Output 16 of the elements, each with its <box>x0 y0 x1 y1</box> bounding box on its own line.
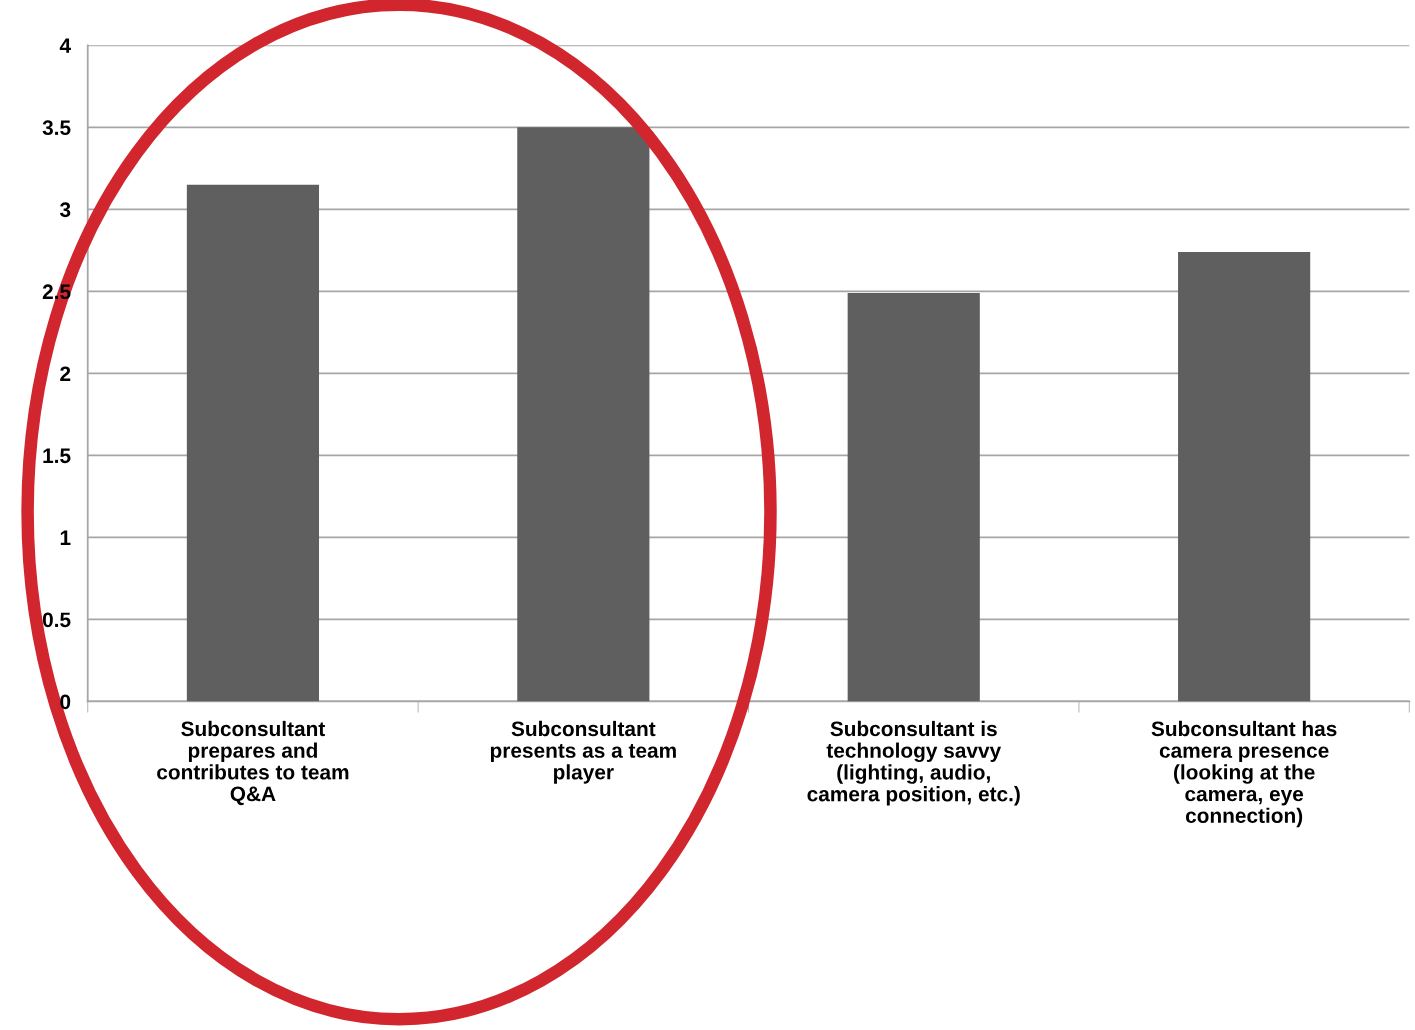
y-tick-label: 3 <box>59 202 71 218</box>
bar <box>1178 251 1311 702</box>
y-tick-label: 1.5 <box>43 448 71 464</box>
y-tick-label: 4 <box>59 38 71 53</box>
y-tick-label: 2 <box>60 366 71 381</box>
x-tick-label: Subconsultant is technology savvy (lighting, audio, camera position, etc.) <box>807 720 1020 806</box>
bar <box>517 127 650 702</box>
x-tick-label: Subconsultant presents as a team player <box>490 720 676 784</box>
x-tick-label: Subconsultant prepares and contributes to team Q&A <box>157 720 349 806</box>
y-tick-label: 0 <box>60 694 71 710</box>
bar <box>186 184 320 702</box>
x-tick-label: Subconsultant has camera presence (looking at the camera, eye connection) <box>1151 720 1337 828</box>
y-tick-label: 0.5 <box>42 612 71 628</box>
bar <box>847 293 980 702</box>
y-tick-label: 3.5 <box>42 120 71 136</box>
y-tick-label: 1 <box>60 530 71 545</box>
